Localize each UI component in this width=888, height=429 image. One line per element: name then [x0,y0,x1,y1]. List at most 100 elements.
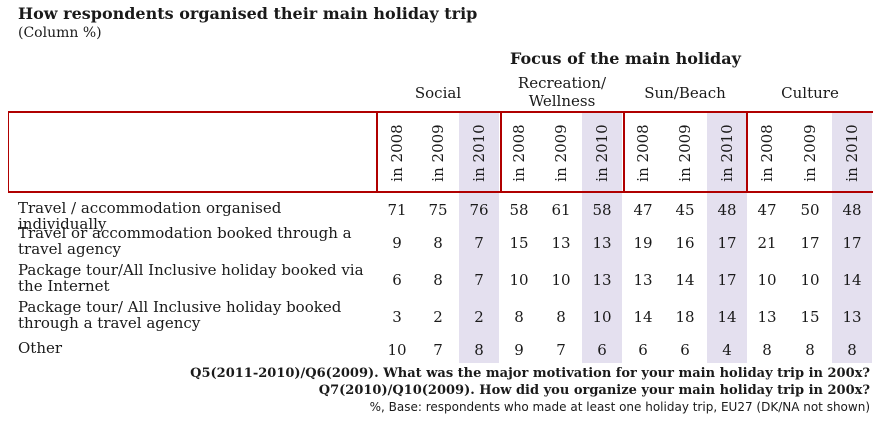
year-label: in 2009 [552,124,570,182]
row-label: Package tour/ All Inclusive holiday book… [18,298,342,332]
year-header: in 2009 [418,118,458,188]
table-cell: 8 [433,271,443,289]
table-cell: 7 [474,234,484,252]
year-label: in 2010 [593,124,611,182]
year-header: in 2008 [623,118,663,188]
table-cell: 21 [757,234,777,252]
year-header: in 2010 [707,118,747,188]
table-cell: 7 [474,271,484,289]
table-cell: 14 [842,271,862,289]
table-cell: 19 [633,234,653,252]
row-label: Travel or accommodation booked through a… [18,224,352,258]
year-header: in 2008 [747,118,787,188]
year-header: in 2010 [832,118,872,188]
table-cell: 7 [556,341,566,359]
table-cell: 71 [387,201,407,219]
table-cell: 8 [474,341,484,359]
table-cell: 15 [800,308,820,326]
year-header: in 2009 [790,118,830,188]
table-cell: 8 [556,308,566,326]
table-cell: 17 [717,234,737,252]
table-cell: 10 [387,341,407,359]
table-cell: 8 [514,308,524,326]
table-subtitle: (Column %) [18,25,102,41]
table-cell: 2 [433,308,443,326]
table-cell: 75 [428,201,448,219]
highlight-column-2010 [459,113,499,363]
table-cell: 50 [800,201,820,219]
table-cell: 48 [842,201,862,219]
table-cell: 8 [433,234,443,252]
table-cell: 3 [392,308,402,326]
table-cell: 10 [509,271,529,289]
table-cell: 10 [800,271,820,289]
year-label: in 2009 [676,124,694,182]
table-cell: 8 [847,341,857,359]
year-label: in 2010 [718,124,736,182]
year-label: in 2008 [634,124,652,182]
table-cell: 9 [514,341,524,359]
row-label: Other [18,339,63,357]
table-cell: 18 [675,308,695,326]
footnote-q7: Q7(2010)/Q10(2009). How did you organize… [318,383,870,398]
table-cell: 9 [392,234,402,252]
table-cell: 16 [675,234,695,252]
table-cell: 6 [597,341,607,359]
highlight-column-2010 [832,113,872,363]
table-cell: 76 [469,201,489,219]
year-header: in 2009 [665,118,705,188]
year-label: in 2010 [843,124,861,182]
table-cell: 6 [392,271,402,289]
year-header: in 2008 [377,118,417,188]
group-divider [500,111,502,191]
footnote-q5: Q5(2011-2010)/Q6(2009). What was the maj… [190,366,870,381]
group-header: Recreation/ Wellness [517,74,607,110]
year-label: in 2009 [429,124,447,182]
table-cell: 10 [592,308,612,326]
table-cell: 13 [633,271,653,289]
table-cell: 6 [680,341,690,359]
highlight-column-2010 [582,113,622,363]
year-header: in 2008 [499,118,539,188]
table-cell: 58 [592,201,612,219]
table-cell: 4 [722,341,732,359]
year-label: in 2009 [801,124,819,182]
table-cell: 15 [509,234,529,252]
table-cell: 14 [633,308,653,326]
year-header: in 2010 [582,118,622,188]
table-left-border [8,111,9,191]
table-cell: 8 [762,341,772,359]
year-header: in 2009 [541,118,581,188]
table-cell: 61 [551,201,571,219]
year-label: in 2008 [758,124,776,182]
table-cell: 17 [842,234,862,252]
table-cell: 13 [842,308,862,326]
table-cell: 6 [638,341,648,359]
table-title: How respondents organised their main hol… [18,4,478,23]
row-label: Travel / accommodation organised individ… [18,199,282,233]
table-cell: 13 [757,308,777,326]
table-cell: 45 [675,201,695,219]
year-header: in 2010 [459,118,499,188]
group-header: Sun/Beach [644,84,726,102]
table-cell: 13 [592,234,612,252]
header-rule [8,111,873,113]
group-divider [746,111,748,191]
table-cell: 58 [509,201,529,219]
table-cell: 7 [433,341,443,359]
footnote-base: %, Base: respondents who made at least o… [369,400,870,414]
year-label: in 2008 [510,124,528,182]
table-cell: 17 [717,271,737,289]
table-cell: 48 [717,201,737,219]
table-cell: 2 [474,308,484,326]
table-cell: 17 [800,234,820,252]
table-cell: 10 [757,271,777,289]
table-cell: 8 [805,341,815,359]
table-cell: 14 [717,308,737,326]
table-cell: 13 [551,234,571,252]
table-cell: 47 [757,201,777,219]
table-cell: 14 [675,271,695,289]
year-label: in 2010 [470,124,488,182]
group-divider [376,111,378,191]
highlight-column-2010 [707,113,747,363]
